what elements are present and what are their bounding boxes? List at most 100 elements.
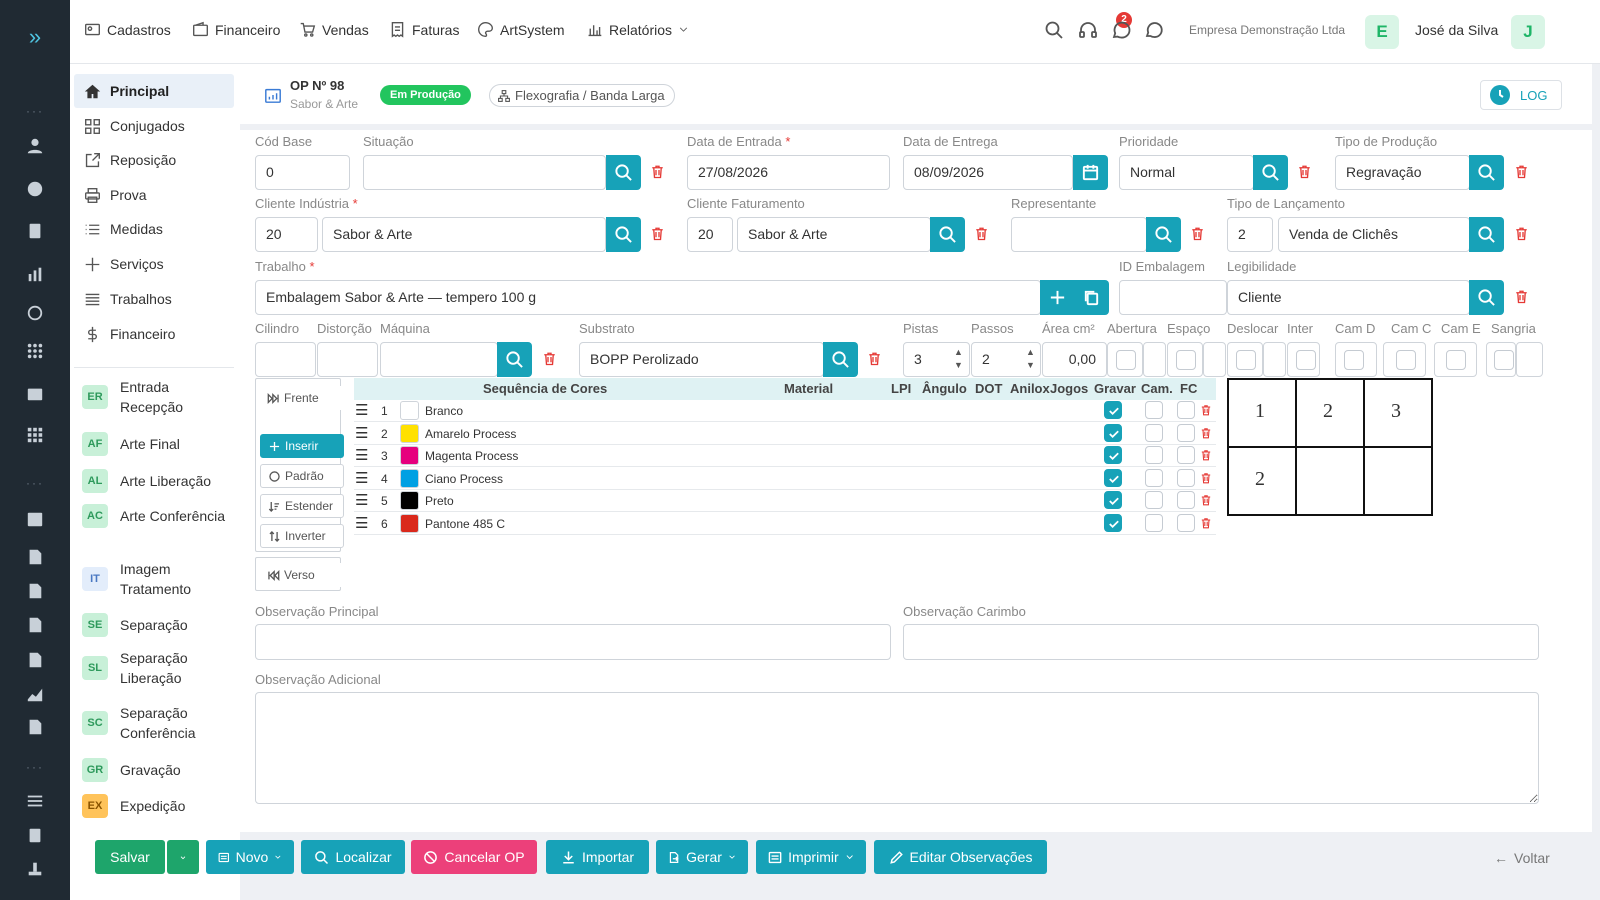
- clipboard-icon[interactable]: [0, 826, 70, 850]
- area-input[interactable]: 0,00: [1042, 342, 1107, 377]
- obs-adicional-textarea[interactable]: [255, 692, 1539, 804]
- cam-checkbox[interactable]: [1145, 491, 1163, 509]
- lane-grid-cell[interactable]: 1: [1227, 378, 1297, 448]
- remove-color-button[interactable]: [1200, 471, 1218, 491]
- document-icon[interactable]: [0, 582, 70, 606]
- cam-checkbox[interactable]: [1145, 468, 1163, 487]
- data-entrega-input[interactable]: 08/09/2026: [903, 155, 1073, 190]
- remove-color-button[interactable]: [1200, 448, 1218, 468]
- id-embalagem-input[interactable]: [1119, 280, 1227, 315]
- document-icon[interactable]: [0, 548, 70, 572]
- copy-job-button[interactable]: [1074, 280, 1109, 315]
- cod-base-input[interactable]: 0: [255, 155, 350, 190]
- stage-it[interactable]: IT Imagem Tratamento: [82, 559, 232, 599]
- drag-handle-icon[interactable]: ☰: [355, 402, 369, 419]
- lane-grid-cell[interactable]: 2: [1295, 378, 1365, 448]
- lane-grid-cell[interactable]: [1295, 446, 1365, 516]
- sidebar-item-prova[interactable]: Prova: [74, 178, 234, 212]
- stage-gr[interactable]: GR Gravação: [82, 758, 232, 782]
- color-swatch[interactable]: [400, 468, 419, 488]
- check-cam-c[interactable]: [1396, 350, 1416, 370]
- color-swatch[interactable]: [400, 491, 419, 510]
- import-button[interactable]: Importar: [546, 840, 649, 874]
- data-entrada-input[interactable]: 27/08/2026: [687, 155, 890, 190]
- substrato-input[interactable]: BOPP Perolizado: [579, 342, 824, 377]
- obs-carimbo-input[interactable]: [903, 624, 1539, 660]
- check-espaço[interactable]: [1176, 350, 1196, 370]
- maquina-search-button[interactable]: [497, 342, 532, 377]
- legibilidade-input[interactable]: Cliente: [1227, 280, 1470, 315]
- fc-checkbox[interactable]: [1177, 423, 1195, 442]
- date-picker-button[interactable]: [1073, 155, 1108, 190]
- sidebar-item-medidas[interactable]: Medidas: [74, 212, 234, 246]
- tipo-lancamento-clear-button[interactable]: [1514, 225, 1532, 245]
- stage-af[interactable]: AF Arte Final: [82, 432, 232, 456]
- lane-grid-cell[interactable]: 2: [1227, 446, 1297, 516]
- cliente-industria-input[interactable]: Sabor & Arte: [322, 217, 606, 252]
- engrave-checkbox[interactable]: [1104, 513, 1122, 532]
- cliente-industria-code[interactable]: 20: [255, 217, 318, 252]
- drag-handle-icon[interactable]: ☰: [355, 447, 369, 464]
- sidebar-item-financeiro[interactable]: Financeiro: [74, 317, 234, 351]
- users-icon[interactable]: [0, 137, 70, 161]
- cilindro-input[interactable]: [255, 342, 316, 377]
- distorcao-input[interactable]: [317, 342, 378, 377]
- extend-button[interactable]: Estender: [260, 494, 344, 518]
- default-button[interactable]: Padrão: [260, 464, 344, 488]
- maquina-clear-button[interactable]: [542, 350, 560, 370]
- fc-checkbox[interactable]: [1177, 491, 1195, 509]
- palette-icon[interactable]: [0, 180, 70, 204]
- inbox-icon[interactable]: [0, 385, 70, 409]
- sidebar-item-trabalhos[interactable]: Trabalhos: [74, 282, 234, 316]
- pistas-stepper[interactable]: ▲ ▼: [954, 347, 963, 370]
- back-button[interactable]: ← Voltar: [1494, 850, 1550, 866]
- color-row[interactable]: [354, 445, 1216, 467]
- menu-financeiro[interactable]: Financeiro: [192, 21, 280, 38]
- engrave-checkbox[interactable]: [1104, 468, 1122, 487]
- drag-handle-icon[interactable]: ☰: [355, 424, 369, 442]
- remove-color-button[interactable]: [1200, 426, 1218, 446]
- pistas-input[interactable]: 3: [903, 342, 970, 377]
- color-row[interactable]: [354, 490, 1216, 512]
- sidebar-item-conjugados[interactable]: Conjugados: [74, 109, 234, 143]
- remove-color-button[interactable]: [1200, 516, 1218, 536]
- color-row[interactable]: [354, 423, 1216, 445]
- tipo-lancamento-search-button[interactable]: [1469, 217, 1504, 252]
- save-button[interactable]: Salvar: [95, 840, 165, 874]
- remove-color-button[interactable]: [1200, 493, 1218, 513]
- color-swatch[interactable]: [400, 401, 419, 420]
- representante-clear-button[interactable]: [1190, 225, 1208, 245]
- lane-grid-cell[interactable]: 3: [1363, 378, 1433, 448]
- trabalho-input[interactable]: Embalagem Sabor & Arte — tempero 100 g: [255, 280, 1041, 315]
- expand-icon[interactable]: »: [28, 24, 42, 49]
- cancel-op-button[interactable]: Cancelar OP: [411, 840, 537, 874]
- situacao-search-button[interactable]: [606, 155, 641, 190]
- chart-icon[interactable]: [0, 265, 70, 289]
- fc-checkbox[interactable]: [1177, 401, 1195, 419]
- fc-checkbox[interactable]: [1177, 513, 1195, 532]
- check-deslocar[interactable]: [1236, 350, 1256, 370]
- cam-checkbox[interactable]: [1145, 446, 1163, 464]
- legibilidade-clear-button[interactable]: [1514, 288, 1532, 308]
- situacao-input[interactable]: [363, 155, 606, 190]
- headset-icon[interactable]: [1078, 20, 1102, 44]
- tipo-producao-search-button[interactable]: [1469, 155, 1504, 190]
- log-button[interactable]: LOG: [1480, 80, 1562, 110]
- stage-sc[interactable]: SC Separação Conferência: [82, 703, 232, 743]
- cam-checkbox[interactable]: [1145, 423, 1163, 442]
- document-icon[interactable]: [0, 651, 70, 675]
- representante-search-button[interactable]: [1146, 217, 1181, 252]
- back-side-button[interactable]: Verso: [260, 563, 344, 587]
- cliente-faturamento-clear-button[interactable]: [974, 225, 992, 245]
- menu-vendas[interactable]: Vendas: [299, 21, 369, 38]
- passos-input[interactable]: 2: [971, 342, 1041, 377]
- tipo-producao-input[interactable]: Regravação: [1335, 155, 1470, 190]
- check-inter[interactable]: [1296, 350, 1316, 370]
- check-cam-d[interactable]: [1344, 350, 1364, 370]
- list-icon[interactable]: [0, 792, 70, 816]
- menu-artsystem[interactable]: ArtSystem: [477, 21, 565, 38]
- document-icon[interactable]: [0, 616, 70, 640]
- menu-faturas[interactable]: Faturas: [389, 21, 459, 38]
- user-name[interactable]: José da Silva: [1415, 22, 1499, 38]
- whatsapp-icon[interactable]: [1111, 20, 1135, 44]
